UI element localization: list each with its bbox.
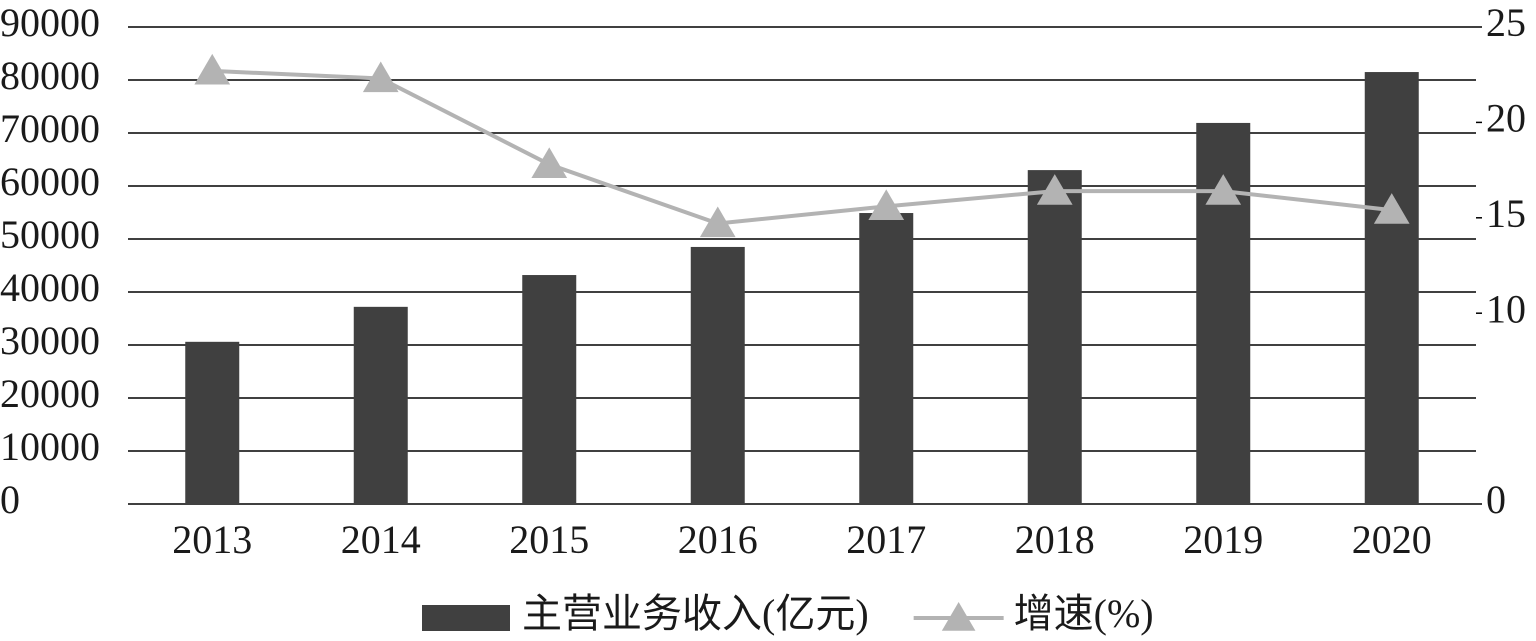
x-tick-label: 2015 — [509, 517, 589, 562]
y2-tick-label: 10 — [1486, 286, 1526, 331]
y-tick-label: 20000 — [0, 371, 100, 416]
x-tick-label: 2014 — [341, 517, 421, 562]
x-tick-label: 2013 — [172, 517, 252, 562]
y-tick-label: 0 — [0, 477, 20, 522]
y-tick-label: 80000 — [0, 53, 100, 98]
x-tick-label: 2018 — [1015, 517, 1095, 562]
y-tick-label: 50000 — [0, 212, 100, 257]
x-tick-label: 2016 — [678, 517, 758, 562]
bar — [522, 275, 577, 504]
marker — [699, 206, 736, 238]
x-tick-label: 2020 — [1352, 517, 1432, 562]
x-tick-label: 2017 — [846, 517, 926, 562]
marker — [868, 189, 905, 220]
marker — [1373, 193, 1410, 224]
y-tick-label: 70000 — [0, 106, 100, 151]
y-tick-label: 60000 — [0, 159, 100, 204]
bar — [1364, 72, 1419, 505]
marker — [1205, 174, 1242, 205]
y2-tick-label: 15 — [1486, 191, 1526, 236]
y2-tick-label: 0 — [1486, 477, 1506, 522]
legend-marker — [941, 602, 976, 631]
y-tick-label: 90000 — [0, 0, 100, 45]
legend-swatch — [422, 605, 510, 631]
marker — [1036, 174, 1073, 205]
x-tick-label: 2019 — [1183, 517, 1263, 562]
marker — [531, 147, 568, 178]
bar — [185, 341, 240, 504]
legend-label: 增速(%) — [1014, 591, 1154, 636]
y-tick-label: 30000 — [0, 318, 100, 363]
y-tick-label: 10000 — [0, 424, 100, 469]
legend-label: 主营业务收入(亿元) — [522, 591, 869, 636]
bar — [353, 306, 408, 504]
y2-tick-label: 20 — [1486, 96, 1526, 141]
line — [212, 68, 1392, 226]
bar — [859, 213, 914, 504]
y-tick-label: 40000 — [0, 265, 100, 310]
bar — [690, 246, 745, 504]
marker — [194, 53, 231, 85]
bar — [1027, 170, 1082, 504]
y2-tick-label: 25 — [1486, 0, 1526, 45]
marker — [362, 61, 399, 93]
